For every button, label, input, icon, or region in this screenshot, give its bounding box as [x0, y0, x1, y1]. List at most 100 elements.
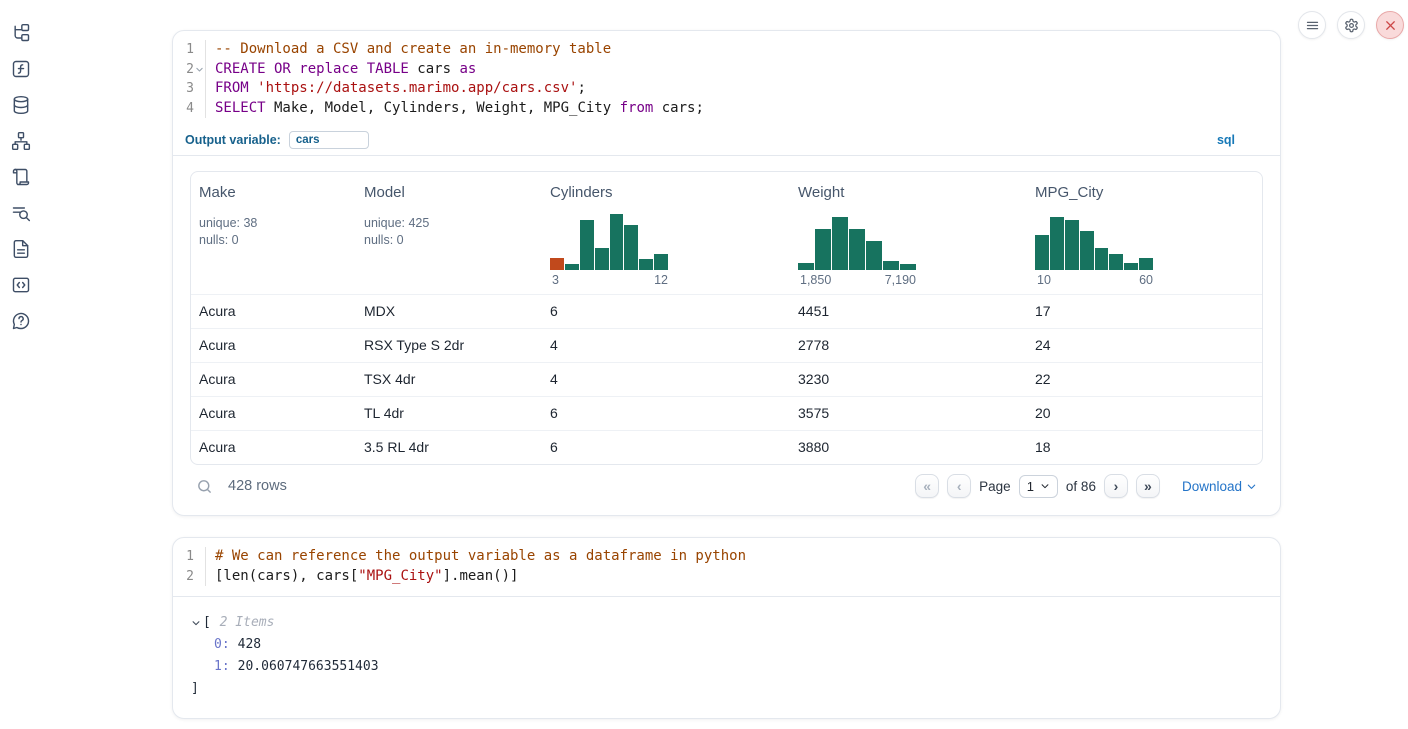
- file-tree-icon[interactable]: [11, 23, 31, 43]
- histogram-bar: [580, 220, 594, 270]
- table-cell: 3.5 RL 4dr: [356, 431, 542, 465]
- shutdown-button[interactable]: [1376, 11, 1404, 39]
- table-cell: Acura: [191, 397, 356, 431]
- column-title: MPG_City: [1035, 184, 1254, 202]
- function-square-icon[interactable]: [11, 59, 31, 79]
- histogram-bar: [624, 225, 638, 270]
- histogram-bars: [798, 214, 916, 270]
- page-select[interactable]: 1: [1019, 475, 1058, 498]
- settings-button[interactable]: [1337, 11, 1365, 39]
- column-title: Model: [364, 184, 534, 202]
- histogram-bar: [565, 264, 579, 270]
- open-bracket: [: [203, 612, 211, 634]
- search-icon[interactable]: [196, 478, 213, 495]
- code-line: 3FROM 'https://datasets.marimo.app/cars.…: [173, 79, 1280, 99]
- column-header-make[interactable]: Make unique: 38 nulls: 0: [191, 172, 356, 295]
- table-cell: TSX 4dr: [356, 363, 542, 397]
- histogram-bar: [1139, 258, 1153, 270]
- chevron-down-icon: [1246, 481, 1257, 492]
- table-row: AcuraTL 4dr6357520: [191, 397, 1262, 431]
- table-cell: 3575: [790, 397, 1027, 431]
- list-search-icon[interactable]: [11, 203, 31, 223]
- histogram-bar: [883, 261, 899, 270]
- python-code-editor[interactable]: 1# We can reference the output variable …: [173, 538, 1280, 597]
- column-header-weight[interactable]: Weight 1,8507,190: [790, 172, 1027, 295]
- dependency-graph-icon[interactable]: [11, 131, 31, 151]
- code-line: 2CREATE OR replace TABLE cars as: [173, 60, 1280, 80]
- histogram-bar: [849, 229, 865, 270]
- table-cell: 4: [542, 329, 790, 363]
- line-number: 1: [173, 547, 194, 567]
- tree-item: 0: 428: [191, 634, 1262, 656]
- line-number: 4: [173, 99, 194, 119]
- histogram-bar: [1080, 231, 1094, 270]
- column-title: Weight: [798, 184, 1019, 202]
- table-cell: Acura: [191, 329, 356, 363]
- histogram-bars: [550, 214, 668, 270]
- scroll-icon[interactable]: [11, 167, 31, 187]
- code-line: 2[len(cars), cars["MPG_City"].mean()]: [173, 567, 1280, 587]
- column-header-model[interactable]: Model unique: 425 nulls: 0: [356, 172, 542, 295]
- table-cell: 20: [1027, 397, 1262, 431]
- table-cell: TL 4dr: [356, 397, 542, 431]
- next-page-button[interactable]: ›: [1104, 474, 1128, 498]
- table-cell: 24: [1027, 329, 1262, 363]
- database-icon[interactable]: [11, 95, 31, 115]
- line-number: 2: [173, 60, 194, 80]
- histogram-bar: [1109, 254, 1123, 270]
- column-title: Cylinders: [550, 184, 782, 202]
- histogram-bars: [1035, 214, 1153, 270]
- histogram-bar: [654, 254, 668, 270]
- collapse-icon[interactable]: [191, 618, 203, 628]
- table-cell: 2778: [790, 329, 1027, 363]
- column-header-cylinders[interactable]: Cylinders 312: [542, 172, 790, 295]
- menu-button[interactable]: [1298, 11, 1326, 39]
- cylinders-histogram: 312: [550, 214, 668, 287]
- histogram-bar: [1035, 235, 1049, 270]
- table-cell: 22: [1027, 363, 1262, 397]
- help-icon[interactable]: [11, 311, 31, 331]
- first-page-button[interactable]: «: [915, 474, 939, 498]
- document-icon[interactable]: [11, 239, 31, 259]
- total-pages-label: of 86: [1066, 479, 1096, 494]
- table-cell: Acura: [191, 431, 356, 465]
- last-page-button[interactable]: »: [1136, 474, 1160, 498]
- table-cell: Acura: [191, 295, 356, 329]
- table-cell: 4451: [790, 295, 1027, 329]
- snippets-icon[interactable]: [11, 275, 31, 295]
- items-count: 2 Items: [212, 612, 275, 634]
- sql-code-editor[interactable]: 1-- Download a CSV and create an in-memo…: [173, 31, 1280, 128]
- output-variable-bar: Output variable: sql: [173, 128, 1280, 156]
- table-cell: 6: [542, 397, 790, 431]
- fold-chevron-icon[interactable]: [194, 60, 205, 80]
- histogram-bar: [550, 258, 564, 270]
- chevron-down-icon: [1040, 481, 1050, 491]
- histogram-bar: [610, 214, 624, 270]
- histogram-bar: [832, 217, 848, 270]
- table-cell: RSX Type S 2dr: [356, 329, 542, 363]
- histogram-bar: [815, 229, 831, 270]
- histogram-bar: [639, 259, 653, 270]
- download-button[interactable]: Download: [1182, 479, 1257, 494]
- histogram-bar: [1065, 220, 1079, 270]
- prev-page-button[interactable]: ‹: [947, 474, 971, 498]
- table-cell: Acura: [191, 363, 356, 397]
- histogram-bar: [1124, 263, 1138, 270]
- table-footer: 428 rows « ‹ Page 1 of 86 › » Download: [190, 474, 1263, 498]
- page-label: Page: [979, 479, 1011, 494]
- python-output: [ 2 Items 0: 428 1: 20.060747663551403 ]: [173, 597, 1280, 718]
- column-stats: unique: 38 nulls: 0: [199, 215, 348, 248]
- output-variable-input[interactable]: [289, 131, 369, 149]
- data-table: Make unique: 38 nulls: 0 Model unique: 4…: [190, 171, 1263, 465]
- pagination: « ‹ Page 1 of 86 › » Download: [915, 474, 1257, 498]
- sidebar: [0, 0, 42, 331]
- code-line: 1# We can reference the output variable …: [173, 547, 1280, 567]
- table-cell: 18: [1027, 431, 1262, 465]
- line-number: 3: [173, 79, 194, 99]
- histogram-bar: [900, 264, 916, 270]
- fold-spacer: [194, 547, 205, 567]
- table-row: AcuraTSX 4dr4323022: [191, 363, 1262, 397]
- column-header-mpg-city[interactable]: MPG_City 1060: [1027, 172, 1262, 295]
- python-cell: 1# We can reference the output variable …: [172, 537, 1281, 719]
- fold-spacer: [194, 99, 205, 119]
